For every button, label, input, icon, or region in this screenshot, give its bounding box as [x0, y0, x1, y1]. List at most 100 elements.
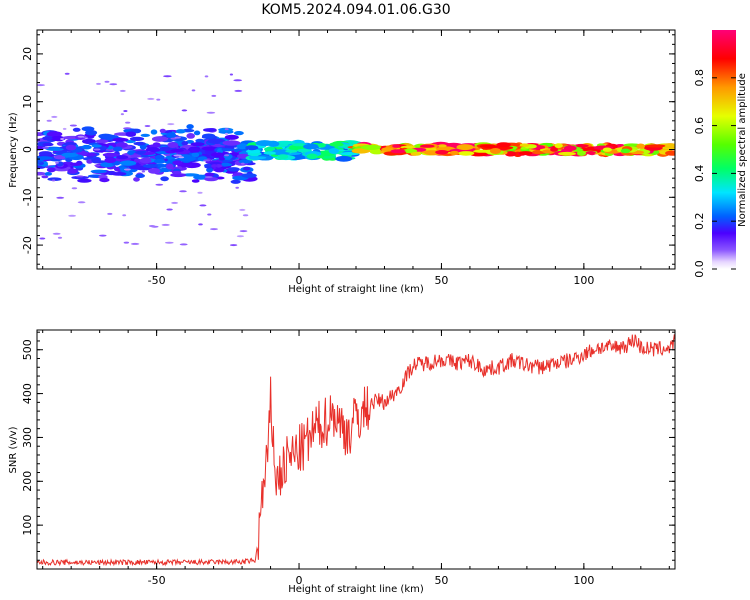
spectrogram-blob [222, 140, 241, 146]
spectrogram-blob [129, 136, 145, 141]
spectrogram-blob [381, 147, 394, 152]
spectrogram-blob [112, 137, 129, 142]
spectrogram-blob [155, 183, 164, 186]
spectrogram-xlabel: Height of straight line (km) [288, 284, 424, 295]
y-tick-label: -10 [21, 188, 34, 206]
spectrogram-blob [234, 89, 243, 92]
spectrogram-blob [179, 190, 187, 193]
spectrogram-blob [264, 147, 276, 152]
spectrogram-blob [102, 152, 120, 157]
spectrogram-blob [144, 125, 151, 127]
spectrogram-blob [229, 73, 233, 76]
spectrogram-blob [96, 82, 101, 85]
spectrogram-blob [235, 186, 239, 189]
spectrogram-blob [191, 179, 200, 183]
spectrogram-blob [69, 162, 82, 166]
figure-title: KOM5.2024.094.01.06.G30 [261, 2, 450, 18]
spectrogram-blob [120, 113, 124, 116]
spectrogram-blob [193, 130, 201, 136]
spectrogram-blob [227, 167, 240, 172]
y-tick-label: 20 [21, 47, 34, 61]
spectrogram-ticks: -50 0 50 100 -20 -10 0 10 20 [21, 30, 675, 287]
x-tick-label: 50 [434, 574, 448, 587]
spectrogram-blob [190, 142, 205, 147]
spectrogram-blob [236, 143, 249, 150]
y-tick-label: -20 [21, 236, 34, 254]
spectrogram-blob [38, 151, 53, 156]
spectrogram-blob [199, 204, 207, 207]
spectrogram-blob [139, 157, 152, 164]
spectrogram-blob [170, 148, 184, 153]
spectrogram-blob [100, 162, 115, 168]
spectrogram-blob [186, 124, 194, 130]
spectrogram-blob [165, 155, 174, 160]
colorbar-gradient [712, 30, 736, 269]
spectrogram-blob [91, 157, 101, 164]
y-tick-label: 400 [21, 383, 34, 404]
spectrogram-blob [62, 127, 67, 130]
spectrogram-blob [519, 151, 533, 156]
spectrogram-blob [285, 149, 298, 153]
spectrogram-blob [166, 208, 173, 211]
spectrogram-blob [42, 142, 54, 147]
y-tick-label: 0 [21, 146, 34, 153]
spectrogram-blob [402, 148, 418, 154]
spectrogram-blob [104, 157, 117, 164]
spectrogram-blob [56, 196, 65, 199]
spectrogram-blob [197, 191, 203, 194]
spectrogram-blob [167, 123, 175, 126]
spectrogram-blob [246, 149, 261, 154]
spectrogram-blob [81, 144, 92, 150]
colorbar-tick-label: 0.8 [693, 69, 706, 87]
spectrogram-blob [207, 213, 212, 216]
spectrogram-blob [558, 151, 576, 156]
spectrogram-blob [69, 124, 77, 127]
spectrogram-blob [239, 208, 246, 211]
x-tick-label: 50 [434, 274, 448, 287]
spectrogram-blob [170, 173, 187, 178]
spectrogram-blob [167, 142, 179, 148]
spectrogram-blob [198, 223, 203, 226]
spectrogram-blob [328, 148, 339, 154]
spectrogram-blob [437, 144, 447, 148]
spectrogram-blob [39, 237, 46, 240]
colorbar-label: Normalized spectral amplitude [737, 73, 748, 227]
spectrogram-blob [645, 144, 666, 148]
spectrogram-blob [174, 136, 181, 139]
snr-axes-frame [36, 329, 676, 570]
spectrogram-blob [234, 131, 244, 136]
spectrogram-blob [161, 223, 170, 226]
spectrogram-blob [46, 131, 63, 138]
spectrogram-blob [171, 170, 182, 175]
spectrogram-blob [130, 154, 142, 158]
spectrogram-blob [123, 168, 131, 171]
spectrogram-blob [479, 144, 498, 148]
spectrogram-blob [139, 144, 147, 150]
spectrogram-blob [201, 146, 218, 151]
spectrogram-blob [47, 177, 62, 181]
y-tick-label: 10 [21, 95, 34, 109]
spectrogram-blob [602, 147, 612, 152]
spectrogram-blob [236, 235, 244, 238]
colorbar: 0.0 0.2 0.4 0.6 0.8 Normalized spectral ampl… [693, 30, 748, 278]
spectrogram-blob [93, 148, 101, 151]
spectrogram-blob [233, 79, 243, 82]
spectrogram-blob [317, 143, 326, 148]
spectrogram-blob [141, 170, 146, 173]
spectrogram-blob [37, 84, 45, 87]
spectrogram-blob [119, 89, 126, 92]
spectrogram-blob [224, 134, 239, 140]
spectrogram-panel: -50 0 50 100 -20 -10 0 10 20 Height of straight … [8, 29, 676, 295]
spectrogram-blob [128, 165, 146, 170]
spectrogram-blob [420, 144, 435, 148]
spectrogram-blob [186, 133, 195, 139]
y-tick-label: 200 [21, 471, 34, 492]
spectrogram-blob [147, 97, 155, 100]
colorbar-ticks: 0.0 0.2 0.4 0.6 0.8 [693, 69, 736, 278]
spectrogram-blob [61, 152, 79, 158]
spectrogram-blob [142, 164, 159, 168]
spectrogram-blob [241, 162, 245, 165]
spectrogram-blob [203, 159, 211, 162]
spectrogram-blob [178, 156, 185, 159]
spectrogram-blob [206, 111, 216, 114]
